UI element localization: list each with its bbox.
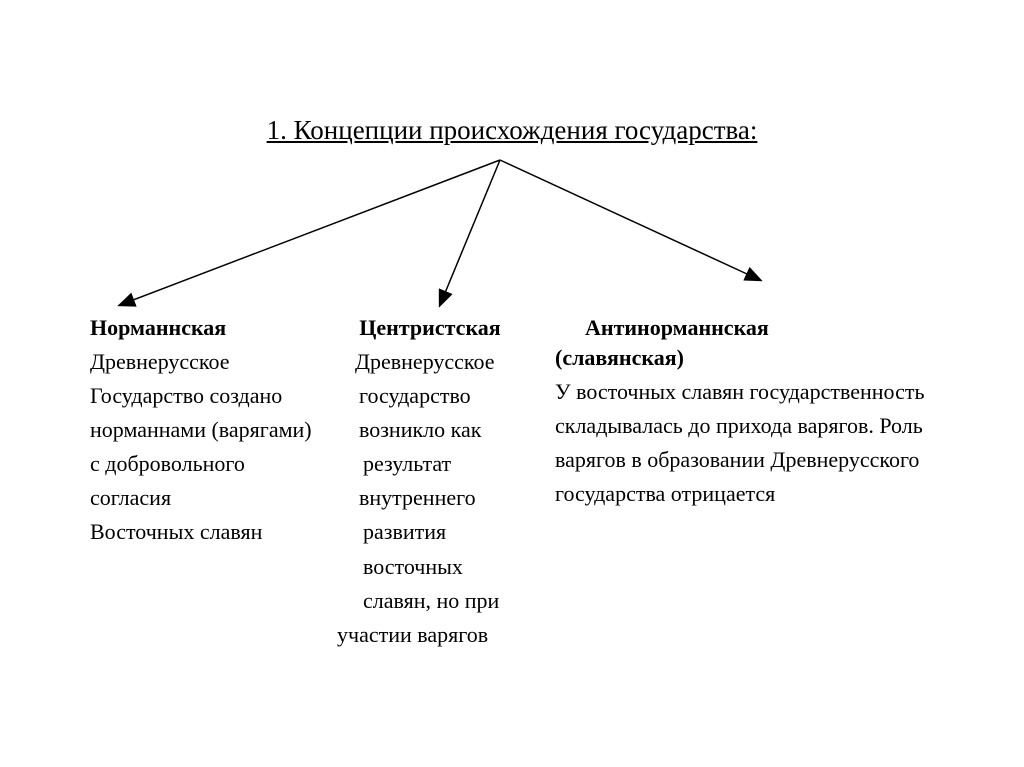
body-line: с добровольного согласия <box>90 447 330 515</box>
columns-container: Норманнская ДревнерусскоеГосударство соз… <box>90 315 990 652</box>
body-line: государство <box>355 379 505 413</box>
column-antinorman: Антинорманнская (славянская) У восточных… <box>515 315 945 652</box>
body-line: Древнерусское <box>355 345 505 379</box>
diagram-title: 1. Концепции происхождения государства: <box>0 115 1024 146</box>
body-line: результат <box>355 447 505 481</box>
column-centrist-body: Древнерусскоегосударствовозникло какрезу… <box>355 345 505 652</box>
body-line: славян, но при <box>355 584 505 618</box>
body-line: норманнами (варягами) <box>90 413 330 447</box>
body-line: участии варягов <box>337 618 505 652</box>
arrow-left <box>120 160 500 305</box>
body-line: восточных <box>355 550 505 584</box>
column-norman: Норманнская ДревнерусскоеГосударство соз… <box>90 315 330 652</box>
body-line: Древнерусское <box>90 345 330 379</box>
column-antinorman-body: У восточных славян государственность скл… <box>555 375 945 511</box>
arrows-svg <box>0 150 1024 310</box>
column-antinorman-title: Антинорманнская <box>555 315 945 341</box>
column-centrist: Центристская Древнерусскоегосударствовоз… <box>340 315 505 652</box>
body-line: Восточных славян <box>90 515 330 549</box>
column-centrist-title: Центристская <box>355 315 505 341</box>
body-line: внутреннего <box>355 481 505 515</box>
arrow-middle <box>440 160 500 305</box>
body-line: возникло как <box>355 413 505 447</box>
column-norman-title: Норманнская <box>90 315 330 341</box>
column-norman-body: ДревнерусскоеГосударство созданонорманна… <box>90 345 330 550</box>
body-line: Государство создано <box>90 379 330 413</box>
arrow-right <box>500 160 760 280</box>
body-line: развития <box>355 515 505 549</box>
column-antinorman-subtitle: (славянская) <box>555 345 945 371</box>
